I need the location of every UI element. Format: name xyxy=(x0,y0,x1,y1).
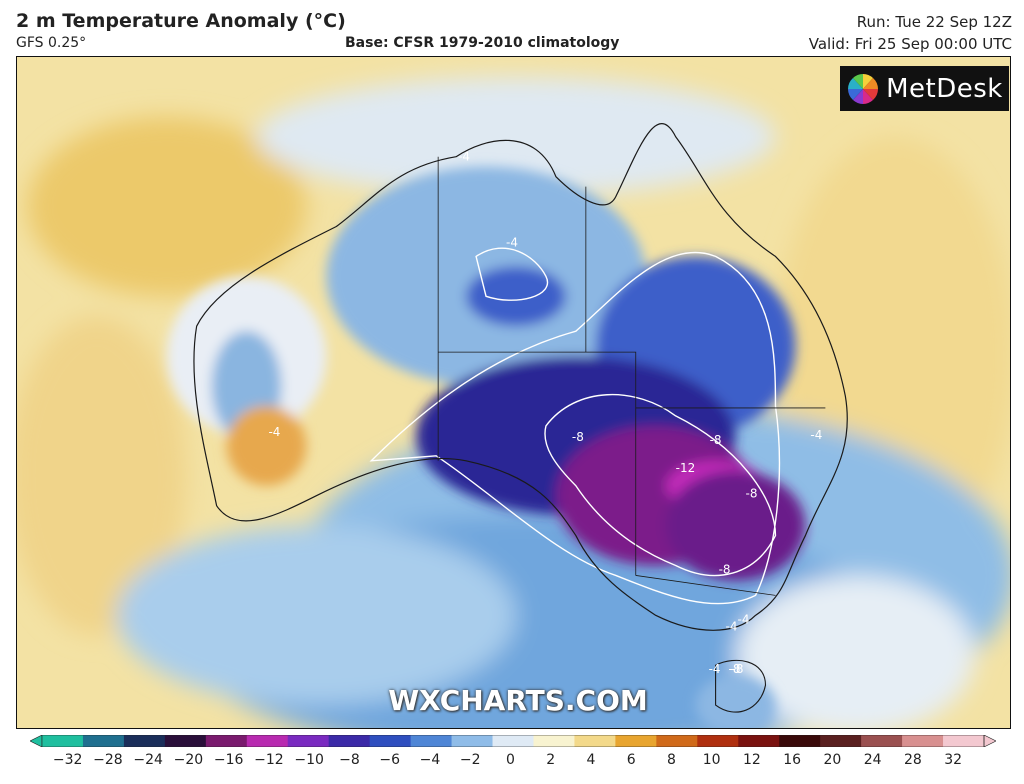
colorbar-segment xyxy=(287,735,330,747)
logo-text: MetDesk xyxy=(886,73,1003,104)
tasmania-coastline xyxy=(715,659,767,713)
colorbar-tick-label: 20 xyxy=(823,752,842,768)
colorbar-segment xyxy=(492,735,535,747)
colorbar-tick-label: 0 xyxy=(505,752,515,768)
contour-label: -12 xyxy=(676,461,696,475)
model-label: GFS 0.25° xyxy=(16,35,87,51)
colorbar-segment xyxy=(861,735,903,747)
contour-minus4-north xyxy=(475,247,549,301)
colorbar-segment xyxy=(369,735,412,747)
colorbar-segment xyxy=(943,735,985,747)
contour-minus4 xyxy=(369,251,781,605)
contour-label: -8 xyxy=(710,433,722,447)
contour-label: -8 xyxy=(719,562,731,576)
colorbar-segment xyxy=(246,735,289,747)
contour-label: -4 xyxy=(726,619,738,633)
continent-shading xyxy=(166,166,806,728)
colorbar-tick-label: 12 xyxy=(742,752,761,768)
border-nt-sa xyxy=(438,351,637,576)
colorbar-tick-label: 16 xyxy=(783,752,802,768)
map-canvas: -4 -4 -4 -4 -4 -4 -8 -8 -8 -8 -8 -12 -4 … xyxy=(17,57,1010,728)
colorbar xyxy=(30,735,996,747)
contour-label: -8 xyxy=(572,430,584,444)
colorbar-segment xyxy=(902,735,944,747)
contour-label: -4 xyxy=(709,662,721,676)
contour-label: -4 xyxy=(268,425,280,439)
contour-label: -8 xyxy=(729,662,741,676)
contour-label: -4 xyxy=(738,612,750,626)
metdesk-pinwheel-icon xyxy=(848,73,879,104)
state-borders xyxy=(437,156,826,596)
colorbar-tick-label: −8 xyxy=(339,752,360,768)
colorbar-segment xyxy=(533,735,576,747)
australia-coastline xyxy=(193,123,848,631)
colorbar-gradient xyxy=(30,735,996,747)
colorbar-segment xyxy=(205,735,248,747)
colorbar-segment xyxy=(820,735,862,747)
colorbar-tick-label: 6 xyxy=(626,752,636,768)
colorbar-tick-label: 8 xyxy=(666,752,676,768)
colorbar-tick-label: −16 xyxy=(213,752,244,768)
colorbar-tick-label: −10 xyxy=(294,752,324,768)
border-nsw-vic xyxy=(635,575,776,596)
colorbar-tick-label: 32 xyxy=(944,752,963,768)
colorbar-tick-label: −28 xyxy=(93,752,123,768)
colorbar-segment xyxy=(328,735,371,747)
map-title: 2 m Temperature Anomaly (°C) xyxy=(16,10,346,32)
contour-label: -4 xyxy=(810,428,822,442)
contour-label: -8 xyxy=(746,487,758,501)
contour-label: -4 xyxy=(506,235,518,249)
colorbar-ticks: −32 −28 −24 −20 −16 −12 −10 −8 −6 −4 −2 0 2 4 6 8 10 12 16… xyxy=(0,752,1024,776)
anomaly-contours xyxy=(369,247,781,605)
colorbar-tick-label: 28 xyxy=(903,752,922,768)
colorbar-min-arrow xyxy=(30,735,43,747)
colorbar-tick-label: 4 xyxy=(586,752,596,768)
colorbar-max-arrow xyxy=(983,735,996,747)
colorbar-tick-label: −32 xyxy=(52,752,83,768)
colorbar-tick-label: −2 xyxy=(459,752,481,768)
colorbar-tick-label: 10 xyxy=(702,752,721,768)
colorbar-tick-label: 2 xyxy=(546,752,556,768)
colorbar-tick-label: −20 xyxy=(173,752,204,768)
colorbar-segment xyxy=(574,735,616,747)
colorbar-segment xyxy=(42,735,84,747)
colorbar-tick-label: −24 xyxy=(133,752,163,768)
colorbar-segment xyxy=(410,735,453,747)
site-watermark: WXCHARTS.COM xyxy=(388,684,648,717)
contour-labels: -4 -4 -4 -4 -4 -4 -8 -8 -8 -8 -8 -12 -4 … xyxy=(268,150,822,676)
colorbar-tick-label: −4 xyxy=(419,752,441,768)
colorbar-frame xyxy=(41,735,985,747)
colorbar-segment xyxy=(697,735,739,747)
colorbar-tick-label: 24 xyxy=(863,752,882,768)
contour-minus8 xyxy=(544,393,777,577)
colorbar-segment xyxy=(615,735,657,747)
metdesk-logo: MetDesk xyxy=(840,66,1009,111)
colorbar-segment xyxy=(451,735,494,747)
colorbar-segment xyxy=(738,735,780,747)
climatology-base-label: Base: CFSR 1979-2010 climatology xyxy=(345,35,620,51)
colorbar-segment xyxy=(656,735,698,747)
colorbar-segment xyxy=(123,735,166,747)
contour-label: -4 xyxy=(458,150,470,164)
valid-time-label: Valid: Fri 25 Sep 00:00 UTC xyxy=(808,35,1012,53)
anomaly-map: -4 -4 -4 -4 -4 -4 -8 -8 -8 -8 -8 -12 -4 … xyxy=(16,56,1011,729)
run-time-label: Run: Tue 22 Sep 12Z xyxy=(856,13,1012,31)
colorbar-segment xyxy=(164,735,207,747)
chart-header: 2 m Temperature Anomaly (°C) GFS 0.25° B… xyxy=(0,0,1024,56)
contour-label: -8 xyxy=(732,662,744,676)
colorbar-tick-label: −6 xyxy=(379,752,400,768)
colorbar-segment xyxy=(82,735,125,747)
colorbar-tick-label: −12 xyxy=(254,752,284,768)
colorbar-segment xyxy=(779,735,821,747)
